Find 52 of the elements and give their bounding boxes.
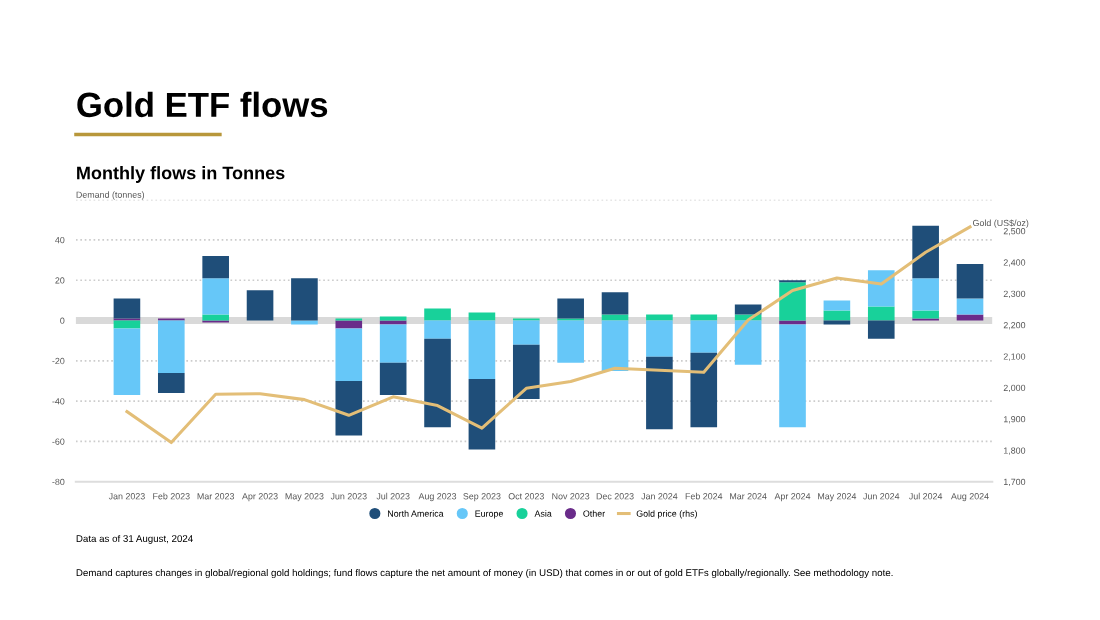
bar — [113, 298, 141, 319]
bar — [468, 312, 496, 321]
bar — [956, 298, 984, 315]
bar — [646, 314, 673, 321]
bar — [557, 298, 584, 319]
bar — [823, 310, 851, 321]
bar — [690, 320, 718, 353]
bar — [690, 314, 718, 321]
bar — [468, 378, 496, 450]
bar — [379, 362, 407, 396]
bar — [867, 306, 895, 321]
bar — [867, 320, 895, 339]
bar — [646, 320, 673, 357]
bar — [202, 278, 229, 315]
bar — [601, 314, 629, 321]
bar — [424, 338, 451, 428]
bar — [468, 320, 496, 379]
bar — [912, 225, 939, 279]
bar — [424, 308, 451, 321]
bar — [779, 282, 806, 321]
bar — [601, 292, 629, 315]
bar — [823, 300, 851, 311]
bar — [335, 320, 363, 329]
bar — [912, 278, 939, 311]
bar — [557, 320, 584, 363]
bar — [601, 320, 629, 371]
bar — [157, 372, 185, 394]
bar — [335, 328, 363, 381]
bar — [512, 320, 540, 345]
bar — [956, 264, 984, 299]
bar — [291, 278, 318, 321]
bar — [779, 324, 806, 428]
bar — [379, 324, 407, 363]
chart-subtitle: Monthly flows in Tonnes — [77, 166, 285, 183]
bar — [690, 352, 718, 428]
bar — [202, 256, 229, 279]
bar — [335, 380, 363, 436]
bar — [956, 314, 984, 321]
bar — [113, 320, 141, 329]
bar — [157, 320, 185, 373]
chart-title: Gold ETF flows — [77, 91, 328, 118]
bar — [113, 328, 141, 396]
bar — [424, 320, 451, 339]
bar — [734, 320, 762, 365]
bar — [512, 344, 540, 400]
bar — [646, 356, 673, 430]
bar — [202, 314, 229, 321]
bar — [912, 310, 939, 319]
bar — [867, 270, 895, 307]
bar — [246, 290, 274, 321]
bar — [734, 304, 762, 315]
line-series — [125, 225, 972, 445]
